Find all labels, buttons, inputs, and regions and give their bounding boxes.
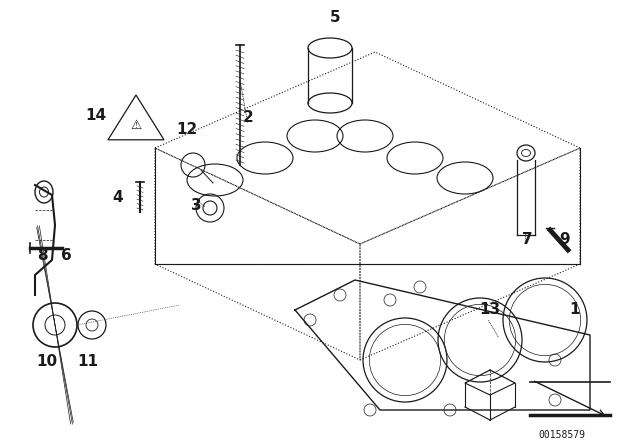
Text: 00158579: 00158579: [538, 430, 586, 440]
Text: 13: 13: [479, 302, 500, 318]
Text: 6: 6: [61, 249, 72, 263]
Text: 4: 4: [113, 190, 124, 204]
Text: 9: 9: [560, 233, 570, 247]
Text: 11: 11: [77, 354, 99, 370]
Text: 8: 8: [36, 249, 47, 263]
Text: 14: 14: [85, 108, 107, 122]
Text: 5: 5: [330, 10, 340, 26]
Text: 1: 1: [570, 302, 580, 318]
Text: 3: 3: [191, 198, 202, 212]
Text: 2: 2: [243, 111, 253, 125]
Text: 7: 7: [522, 233, 532, 247]
Text: 10: 10: [36, 354, 58, 370]
Ellipse shape: [308, 93, 352, 113]
Ellipse shape: [308, 38, 352, 58]
Text: ⚠: ⚠: [131, 119, 141, 132]
Text: 12: 12: [177, 122, 198, 138]
